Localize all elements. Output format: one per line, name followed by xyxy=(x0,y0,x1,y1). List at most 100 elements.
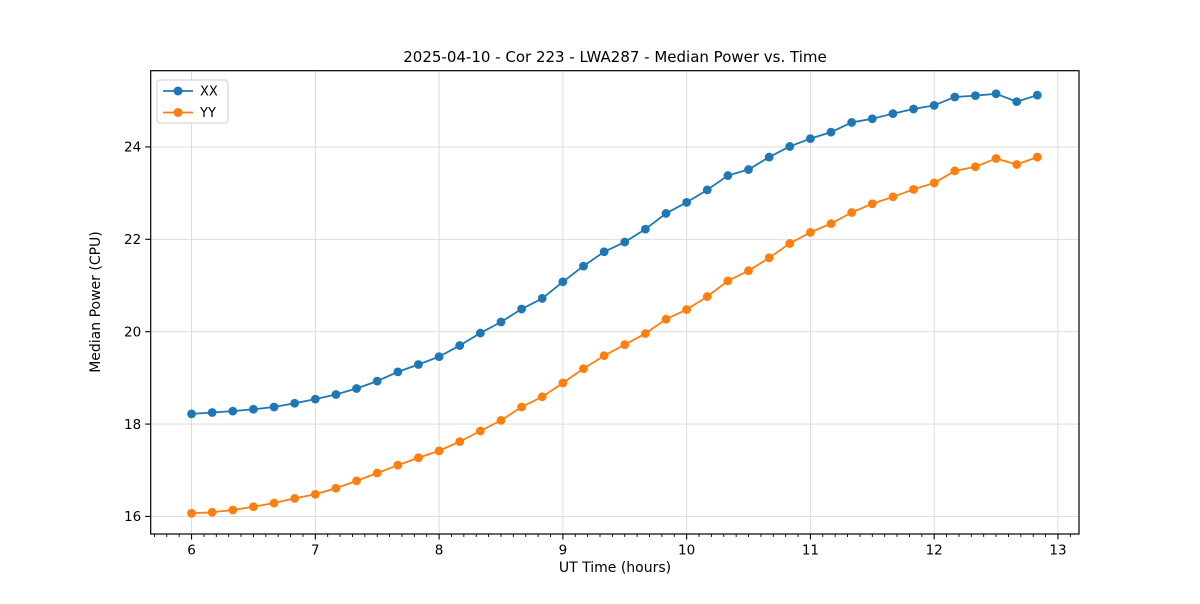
data-point-xx xyxy=(867,114,877,124)
legend-label-yy: YY xyxy=(199,106,216,121)
x-tick-label: 12 xyxy=(926,543,943,559)
data-point-yy xyxy=(579,364,588,374)
chart-title: 2025-04-10 - Cor 223 - LWA287 - Median P… xyxy=(403,48,827,66)
data-point-xx xyxy=(723,171,733,180)
data-point-yy xyxy=(929,178,939,188)
data-point-xx xyxy=(269,402,279,412)
data-point-xx xyxy=(187,409,196,419)
data-point-xx xyxy=(744,165,753,174)
data-point-xx xyxy=(537,294,547,303)
data-point-yy xyxy=(414,453,423,463)
data-point-xx xyxy=(950,92,960,102)
data-point-xx xyxy=(806,134,815,144)
data-point-xx xyxy=(249,404,258,414)
axis-layer: 6 7 8 9 10 11 12 13 16 18 20 22 24 xyxy=(124,140,1071,559)
data-point-xx xyxy=(971,91,980,101)
data-point-xx xyxy=(1032,90,1042,100)
data-point-yy xyxy=(723,276,733,286)
data-point-xx xyxy=(661,209,671,218)
data-point-yy xyxy=(352,476,361,486)
data-point-yy xyxy=(475,426,485,436)
y-tick-label: 18 xyxy=(124,417,141,433)
x-tick-label: 13 xyxy=(1049,543,1066,559)
data-point-yy xyxy=(393,460,403,470)
data-point-xx xyxy=(826,127,836,137)
x-tick-label: 8 xyxy=(435,543,444,559)
data-point-xx xyxy=(991,89,1001,99)
data-point-xx xyxy=(579,261,588,271)
data-point-xx xyxy=(909,104,918,114)
data-point-yy xyxy=(909,185,918,194)
data-point-yy xyxy=(558,378,568,388)
data-point-xx xyxy=(455,341,465,350)
data-point-xx xyxy=(599,247,609,257)
series-layer xyxy=(187,89,1042,518)
data-point-yy xyxy=(434,446,444,456)
data-point-yy xyxy=(971,162,980,172)
data-point-yy xyxy=(867,199,877,209)
data-point-xx xyxy=(352,384,361,393)
data-point-yy xyxy=(640,329,650,338)
data-point-yy xyxy=(269,498,279,508)
y-tick-label: 24 xyxy=(124,140,141,156)
y-tick-label: 20 xyxy=(124,324,141,340)
data-point-yy xyxy=(187,508,196,518)
data-point-yy xyxy=(249,502,258,512)
data-point-xx xyxy=(228,406,238,416)
legend-marker-xx xyxy=(173,86,183,96)
series-line-xx xyxy=(190,92,1039,415)
data-point-xx xyxy=(620,237,630,247)
x-axis-label: UT Time (hours) xyxy=(559,560,671,576)
data-point-xx xyxy=(785,142,795,151)
legend-label-xx: XX xyxy=(200,85,218,100)
data-point-xx xyxy=(929,100,939,110)
data-point-yy xyxy=(1012,160,1022,169)
legend: XX YY xyxy=(156,79,229,124)
data-point-yy xyxy=(888,192,898,202)
data-point-yy xyxy=(207,507,217,517)
data-point-xx xyxy=(1012,97,1022,107)
plot-border xyxy=(150,70,1080,535)
data-point-xx xyxy=(496,317,506,327)
data-point-xx xyxy=(290,398,300,408)
data-point-yy xyxy=(764,253,774,263)
legend-marker-yy xyxy=(173,108,183,117)
series-line-yy xyxy=(190,156,1039,515)
grid-layer xyxy=(150,70,1079,534)
data-point-yy xyxy=(331,483,341,493)
data-point-yy xyxy=(991,154,1001,163)
data-point-xx xyxy=(847,118,857,127)
data-point-yy xyxy=(661,314,671,324)
data-point-xx xyxy=(372,376,382,386)
data-point-yy xyxy=(517,402,527,412)
y-tick-label: 16 xyxy=(124,509,141,525)
data-point-yy xyxy=(455,437,465,447)
data-point-xx xyxy=(414,360,423,369)
data-point-yy xyxy=(620,340,630,350)
data-point-xx xyxy=(682,197,692,207)
data-point-yy xyxy=(372,468,382,478)
data-point-xx xyxy=(475,328,485,338)
data-point-xx xyxy=(331,390,341,399)
data-point-yy xyxy=(702,292,712,301)
data-point-xx xyxy=(517,304,527,314)
data-point-yy xyxy=(785,239,795,248)
data-point-yy xyxy=(599,351,609,361)
data-point-xx xyxy=(434,352,444,362)
data-point-xx xyxy=(310,394,320,404)
data-point-yy xyxy=(310,489,320,499)
data-point-yy xyxy=(1032,152,1042,162)
data-point-xx xyxy=(764,152,774,162)
data-point-yy xyxy=(806,227,815,237)
data-point-xx xyxy=(888,109,898,119)
data-point-yy xyxy=(847,208,857,217)
x-tick-label: 7 xyxy=(311,543,320,559)
data-point-xx xyxy=(640,224,650,234)
data-point-yy xyxy=(950,166,960,176)
data-point-yy xyxy=(744,266,753,276)
data-point-yy xyxy=(826,219,836,228)
data-point-xx xyxy=(393,367,403,377)
x-tick-label: 9 xyxy=(559,543,568,559)
